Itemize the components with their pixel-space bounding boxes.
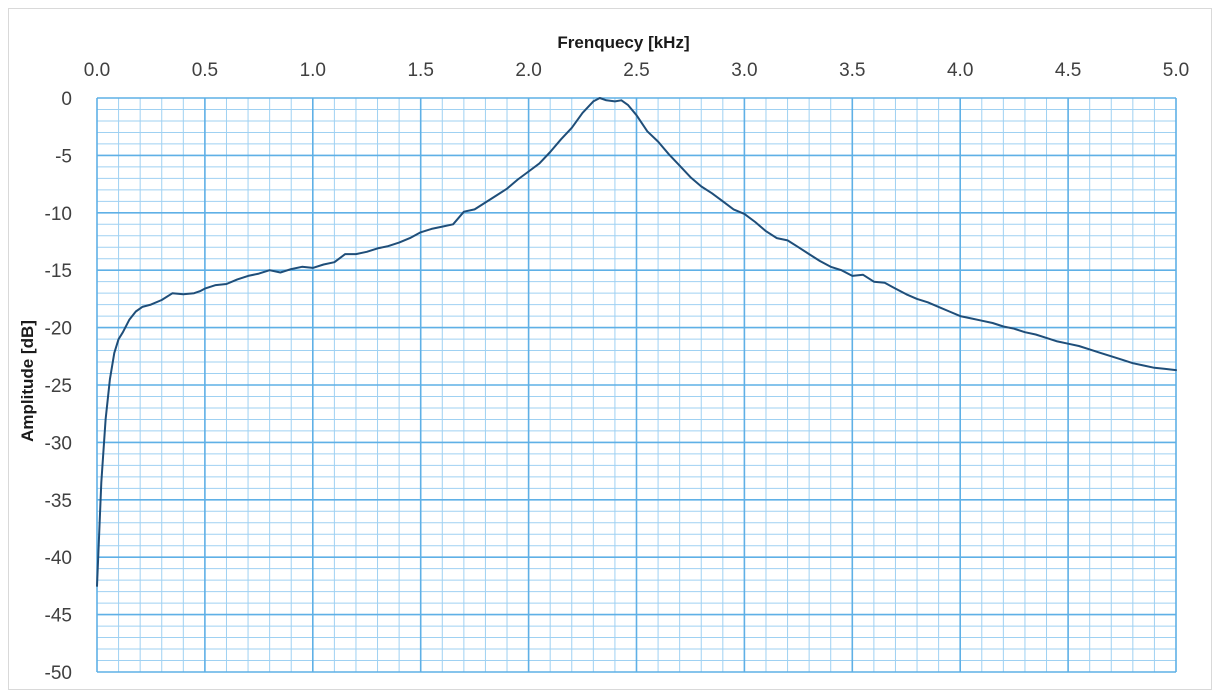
y-tick-label: 0 [61,89,72,110]
x-tick-label: 4.0 [947,60,973,81]
x-tick-labels: 0.0 0.5 1.0 1.5 2.0 2.5 3.0 3.5 4.0 4.5 5.0 [84,60,1189,81]
chart-frame [8,8,1212,690]
y-tick-label: -10 [45,204,72,225]
y-tick-label: -40 [45,548,72,569]
x-tick-label: 0.5 [192,60,218,81]
x-tick-label: 3.0 [731,60,757,81]
series-line [96,97,1177,587]
x-tick-label: 1.0 [300,60,326,81]
y-tick-label: -5 [55,146,72,167]
x-tick-label: 1.5 [407,60,433,81]
y-tick-label: -35 [45,491,72,512]
y-tick-label: -45 [45,606,72,627]
x-axis-title: Frenquecy [kHz] [557,33,689,52]
y-tick-label: -25 [45,376,72,397]
y-tick-labels: 0 -5 -10 -15 -20 -25 -30 -35 -40 -45 -50 [45,89,72,684]
x-tick-label: 3.5 [839,60,865,81]
y-tick-label: -50 [45,663,72,684]
y-tick-label: -20 [45,319,72,340]
major-gridlines [96,97,1177,673]
y-tick-label: -15 [45,261,72,282]
x-tick-label: 2.0 [515,60,541,81]
x-tick-label: 5.0 [1163,60,1189,81]
x-tick-label: 2.5 [623,60,649,81]
x-tick-label: 0.0 [84,60,110,81]
y-tick-label: -30 [45,433,72,454]
x-tick-label: 4.5 [1055,60,1081,81]
y-axis-title: Amplitude [dB] [18,320,37,442]
series-layer [96,97,1177,587]
